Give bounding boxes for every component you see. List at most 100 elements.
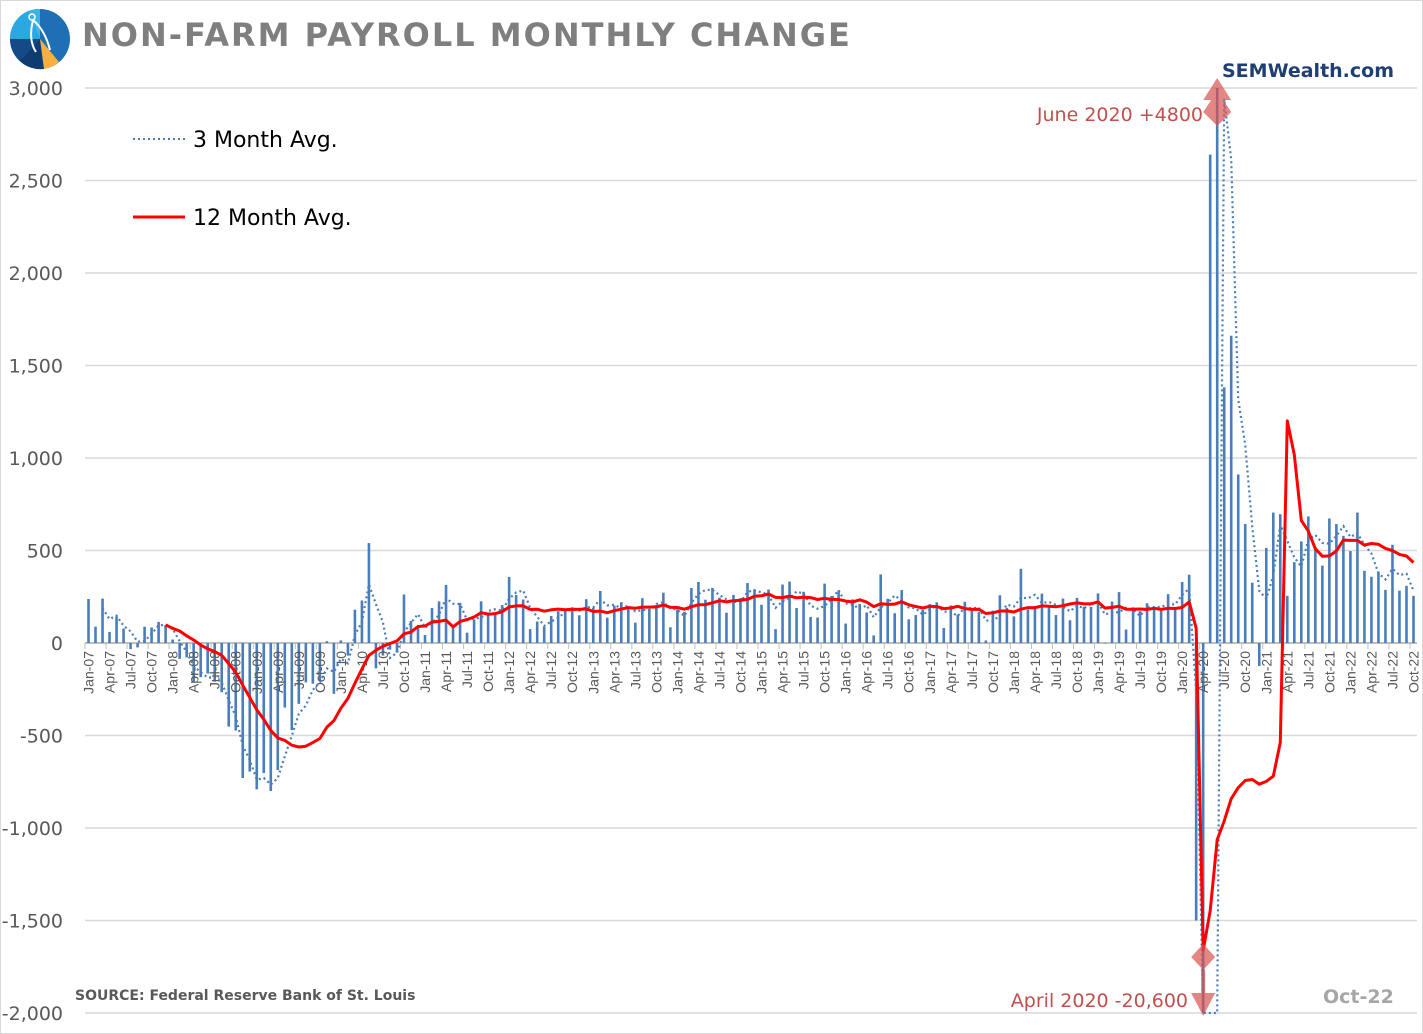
bar <box>1243 524 1247 643</box>
x-tick-label: Apr-19 <box>1111 651 1127 693</box>
bar <box>577 615 581 643</box>
bar <box>164 625 167 643</box>
x-tick-label: Apr-14 <box>690 651 706 693</box>
x-tick-label: Jul-20 <box>1216 651 1232 689</box>
y-tick-label: 2,500 <box>9 171 63 193</box>
bar <box>339 640 343 643</box>
bar <box>395 643 399 653</box>
bar <box>1264 547 1268 643</box>
bar <box>655 604 658 643</box>
bar <box>718 597 721 643</box>
bar <box>367 543 371 643</box>
bar <box>423 635 427 643</box>
bar <box>269 643 273 791</box>
bar <box>1412 595 1415 643</box>
bar <box>493 614 497 643</box>
bar <box>1391 544 1394 643</box>
bar <box>1349 551 1352 643</box>
bar <box>1033 606 1037 643</box>
bar <box>1405 585 1408 643</box>
x-tick-label: Jul-11 <box>459 651 475 688</box>
bar <box>486 612 490 643</box>
bar <box>1131 607 1135 643</box>
bar <box>1012 616 1016 643</box>
brand-label: SEMWealth.com <box>1222 60 1394 82</box>
x-tick-label: Apr-08 <box>186 651 202 693</box>
x-tick-label: Oct-10 <box>396 651 412 693</box>
bar <box>914 615 918 643</box>
bar <box>346 643 350 656</box>
bar <box>556 611 560 643</box>
y-tick-label: 1,500 <box>9 356 63 378</box>
bar <box>1075 597 1079 643</box>
y-tick-label: 0 <box>51 633 63 655</box>
bar <box>1124 629 1128 643</box>
bar <box>563 609 567 643</box>
bar <box>1398 590 1401 643</box>
bar <box>970 608 974 643</box>
x-tick-label: Oct-17 <box>985 651 1001 693</box>
bar <box>87 598 90 643</box>
bar <box>143 626 146 643</box>
bar <box>1257 643 1261 666</box>
chart-title: NON-FARM PAYROLL MONTHLY CHANGE <box>82 16 852 54</box>
bar <box>108 631 111 643</box>
x-tick-label: Oct-12 <box>564 651 580 693</box>
y-tick-label: 500 <box>27 541 63 563</box>
bar <box>507 576 511 643</box>
x-tick-label: Jul-18 <box>1048 651 1064 689</box>
bar <box>837 590 840 643</box>
x-tick-label: Apr-09 <box>270 651 286 693</box>
bar <box>907 619 911 643</box>
bar <box>514 595 518 643</box>
bar <box>1286 595 1289 643</box>
bar <box>598 591 602 643</box>
diamond-marker-icon <box>1191 944 1216 970</box>
bar <box>1271 512 1275 643</box>
bar <box>199 643 202 678</box>
x-tick-label: Jul-13 <box>627 651 643 689</box>
bar <box>227 643 231 727</box>
y-tick-label: 2,000 <box>9 263 63 285</box>
bar <box>788 581 791 643</box>
bar <box>949 605 953 643</box>
bar <box>662 592 665 643</box>
bar <box>683 611 686 643</box>
bar <box>101 598 104 643</box>
bar <box>872 635 875 643</box>
bar <box>1328 518 1331 643</box>
y-tick-label: 3,000 <box>9 78 63 100</box>
x-tick-label: Apr-15 <box>775 651 791 693</box>
bar <box>115 616 118 643</box>
bar <box>711 587 714 643</box>
bar <box>1321 565 1324 643</box>
bar <box>178 643 181 659</box>
bar <box>956 614 960 643</box>
bar <box>276 643 280 771</box>
x-tick-label: Jul-10 <box>375 651 391 689</box>
bar <box>129 643 132 650</box>
bar <box>311 643 315 684</box>
bar <box>605 617 609 643</box>
bar <box>697 581 700 643</box>
bar <box>977 612 981 643</box>
annotation-april-2020: April 2020 -20,600 <box>1011 990 1188 1012</box>
bar <box>1096 593 1100 643</box>
bar <box>991 610 995 643</box>
bar <box>781 584 784 643</box>
bar <box>1159 610 1163 643</box>
up-arrow-icon <box>1203 78 1232 126</box>
x-tick-label: Jan-09 <box>249 651 265 694</box>
bar <box>1293 562 1296 643</box>
bar <box>1194 643 1198 921</box>
x-tick-label: Apr-07 <box>102 651 118 693</box>
logo-icon <box>9 8 70 70</box>
bar <box>570 607 574 643</box>
bar <box>767 589 770 643</box>
bar <box>1082 606 1086 643</box>
bar <box>332 643 336 694</box>
three-month-avg-line <box>101 98 1415 1015</box>
bar <box>1110 601 1114 643</box>
x-tick-label: Oct-13 <box>648 651 664 693</box>
bar <box>879 574 882 643</box>
